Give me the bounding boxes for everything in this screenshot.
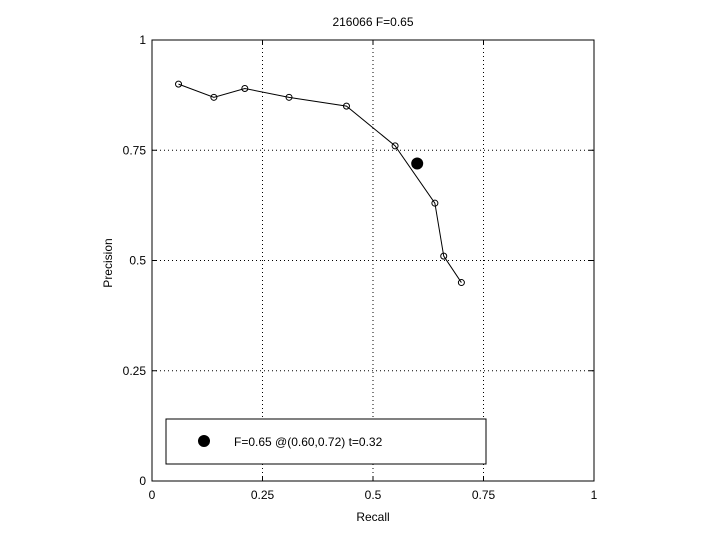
x-axis-label: Recall (356, 510, 389, 524)
x-tick-label-2: 0.5 (365, 488, 382, 502)
series-line-0 (178, 83, 462, 283)
legend: F=0.65 @(0.60,0.72) t=0.32 (165, 418, 487, 465)
tick-labels: 0 0.25 0.5 0.75 1 0 0.25 0.5 0.75 1 (123, 33, 598, 502)
x-tick-label-1: 0.25 (251, 488, 275, 502)
data-point-8 (457, 279, 465, 287)
data-point-2 (241, 85, 249, 93)
data-point-4 (342, 102, 350, 110)
chart-title: 216066 F=0.65 (332, 15, 413, 29)
data-point-7 (440, 252, 448, 260)
x-tick-label-3: 0.75 (472, 488, 496, 502)
legend-entry-label: F=0.65 @(0.60,0.72) t=0.32 (234, 435, 383, 449)
axis-ticks (151, 39, 595, 482)
x-tick-label-0: 0 (149, 488, 156, 502)
data-point-3 (285, 93, 293, 101)
grid-lines (152, 40, 594, 481)
legend-marker-best (198, 435, 210, 447)
best-f-point (411, 157, 424, 170)
y-tick-label-0: 0 (139, 474, 146, 488)
legend-box (165, 418, 487, 465)
data-point-0 (175, 80, 183, 88)
x-tick-label-4: 1 (591, 488, 598, 502)
series-curve (175, 80, 465, 287)
y-tick-label-4: 1 (139, 33, 146, 47)
data-point-5 (391, 142, 399, 150)
y-tick-label-3: 0.75 (123, 143, 147, 157)
y-axis-label: Precision (101, 238, 115, 287)
y-tick-label-2: 0.5 (129, 254, 146, 268)
y-tick-label-1: 0.25 (123, 364, 147, 378)
data-point-1 (210, 93, 218, 101)
data-point-6 (431, 199, 439, 207)
